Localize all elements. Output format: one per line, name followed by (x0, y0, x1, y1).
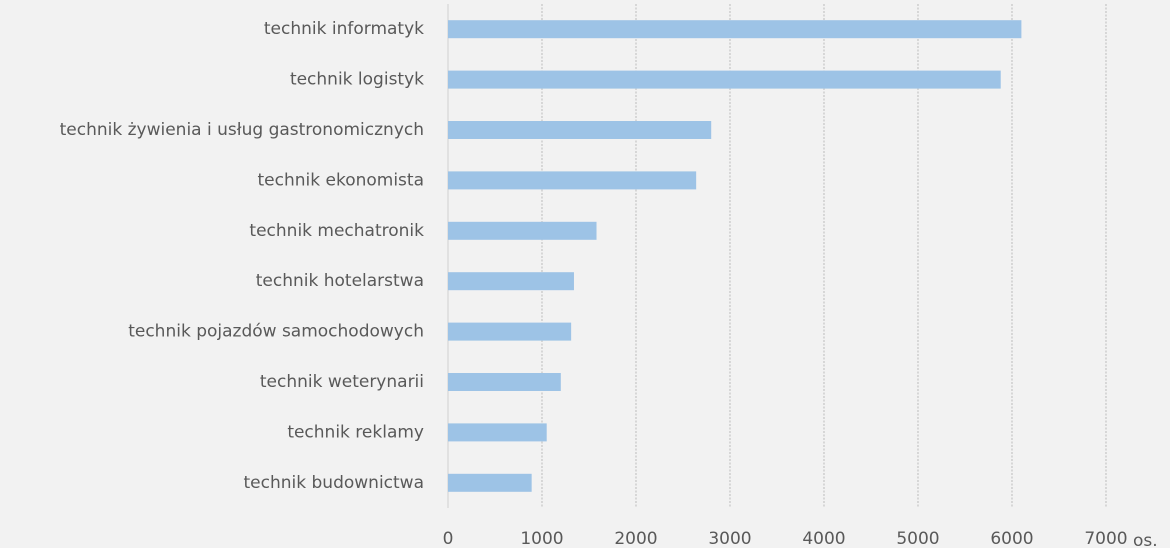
y-tick-label: technik reklamy (287, 422, 424, 442)
bar (448, 221, 597, 240)
x-tick-label: 3000 (708, 529, 751, 548)
y-tick-label: technik pojazdów samochodowych (128, 322, 424, 342)
y-tick-label: technik żywienia i usług gastronomicznyc… (60, 120, 424, 140)
y-tick-label: technik budownictwa (244, 473, 424, 493)
y-tick-label: technik mechatronik (249, 221, 424, 241)
x-tick-label: 0 (443, 529, 454, 548)
x-tick-label: 1000 (520, 529, 563, 548)
x-tick-label: 7000 (1084, 529, 1127, 548)
x-tick-label: 5000 (896, 529, 939, 548)
bar (448, 20, 1022, 39)
y-tick-label: technik hotelarstwa (256, 271, 424, 291)
bar (448, 70, 1001, 89)
y-tick-label: technik weterynarii (260, 372, 424, 392)
bar (448, 373, 561, 391)
y-tick-label: technik logistyk (290, 70, 424, 90)
bar (448, 121, 712, 139)
bar (448, 171, 697, 190)
y-tick-label: technik ekonomista (258, 170, 425, 190)
x-tick-label: 6000 (990, 529, 1033, 548)
bar (448, 473, 532, 492)
x-tick-label: 2000 (614, 529, 657, 548)
bar (448, 272, 574, 291)
x-axis-label: os. (1133, 531, 1158, 548)
bar (448, 423, 547, 442)
x-tick-label: 4000 (802, 529, 845, 548)
bar (448, 322, 572, 341)
y-tick-label: technik informatyk (264, 19, 424, 39)
